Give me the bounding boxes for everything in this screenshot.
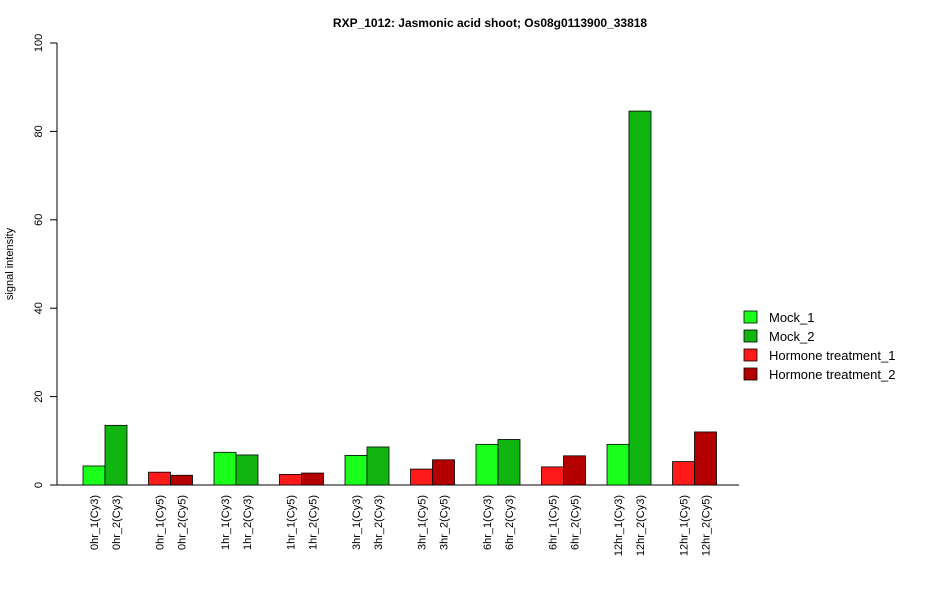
y-tick-label: 20 xyxy=(33,390,45,402)
x-tick-label: 1hr_2(Cy5) xyxy=(308,495,320,550)
bar xyxy=(410,468,433,486)
x-tick-label: 6hr_2(Cy5) xyxy=(570,495,582,550)
x-tick-label: 1hr_1(Cy3) xyxy=(220,495,232,550)
x-tick-label: 3hr_1(Cy5) xyxy=(417,495,429,550)
y-axis-label: signal intensity xyxy=(4,227,16,300)
x-tick-label: 12hr_2(Cy3) xyxy=(635,495,647,556)
legend-swatch xyxy=(743,367,758,381)
bar xyxy=(672,461,695,486)
bar xyxy=(279,473,302,486)
x-tick-labels: 0hr_1(Cy3) 0hr_2(Cy3) 0hr_1(Cy5) 0hr_2(Cy5)… xyxy=(89,495,713,556)
y-tick-label: 80 xyxy=(33,125,45,137)
y-axis: 0 20 40 60 80 100 xyxy=(33,34,58,488)
bar xyxy=(497,439,521,486)
x-tick-label: 12hr_1(Cy5) xyxy=(679,495,691,556)
x-tick-label: 1hr_2(Cy3) xyxy=(242,495,254,550)
bar xyxy=(606,443,630,486)
bar xyxy=(366,446,390,486)
x-tick-label: 3hr_2(Cy3) xyxy=(373,495,385,550)
x-tick-label: 6hr_1(Cy3) xyxy=(482,495,494,550)
bar xyxy=(432,459,455,486)
chart-title: RXP_1012: Jasmonic acid shoot; Os08g0113… xyxy=(333,16,648,30)
y-tick-label: 100 xyxy=(33,34,45,52)
bar xyxy=(148,471,171,486)
bar xyxy=(563,455,586,486)
x-tick-label: 3hr_1(Cy3) xyxy=(351,495,363,550)
legend-label: Hormone treatment_2 xyxy=(769,367,895,382)
bar xyxy=(541,466,564,486)
x-tick-label: 12hr_2(Cy5) xyxy=(701,495,713,556)
legend-label: Hormone treatment_1 xyxy=(769,348,895,363)
legend-label: Mock_2 xyxy=(769,329,815,344)
bar xyxy=(694,431,717,486)
y-tick-label: 60 xyxy=(33,214,45,226)
bar xyxy=(475,443,499,486)
x-tick-label: 0hr_2(Cy5) xyxy=(177,495,189,550)
y-tick-label: 40 xyxy=(33,302,45,314)
x-tick-label: 3hr_2(Cy5) xyxy=(439,495,451,550)
legend-label: Mock_1 xyxy=(769,310,815,325)
bars-group xyxy=(82,110,717,486)
x-tick-label: 6hr_2(Cy3) xyxy=(504,495,516,550)
bar xyxy=(213,451,237,486)
bar xyxy=(104,424,128,486)
legend: Mock_1 Mock_2 Hormone treatment_1 Hormone t… xyxy=(743,310,895,382)
x-tick-label: 12hr_1(Cy3) xyxy=(613,495,625,556)
bar xyxy=(235,454,259,486)
bar xyxy=(628,110,652,486)
bar xyxy=(170,474,193,486)
bar xyxy=(344,454,368,486)
x-tick-label: 6hr_1(Cy5) xyxy=(548,495,560,550)
bar xyxy=(301,472,324,486)
legend-swatch xyxy=(743,329,758,343)
x-tick-label: 1hr_1(Cy5) xyxy=(286,495,298,550)
legend-swatch xyxy=(743,310,758,324)
x-tick-label: 0hr_2(Cy3) xyxy=(111,495,123,550)
bar xyxy=(82,465,106,486)
x-tick-label: 0hr_1(Cy3) xyxy=(89,495,101,550)
y-tick-label: 0 xyxy=(33,482,45,488)
legend-swatch xyxy=(743,348,758,362)
x-tick-label: 0hr_1(Cy5) xyxy=(155,495,167,550)
